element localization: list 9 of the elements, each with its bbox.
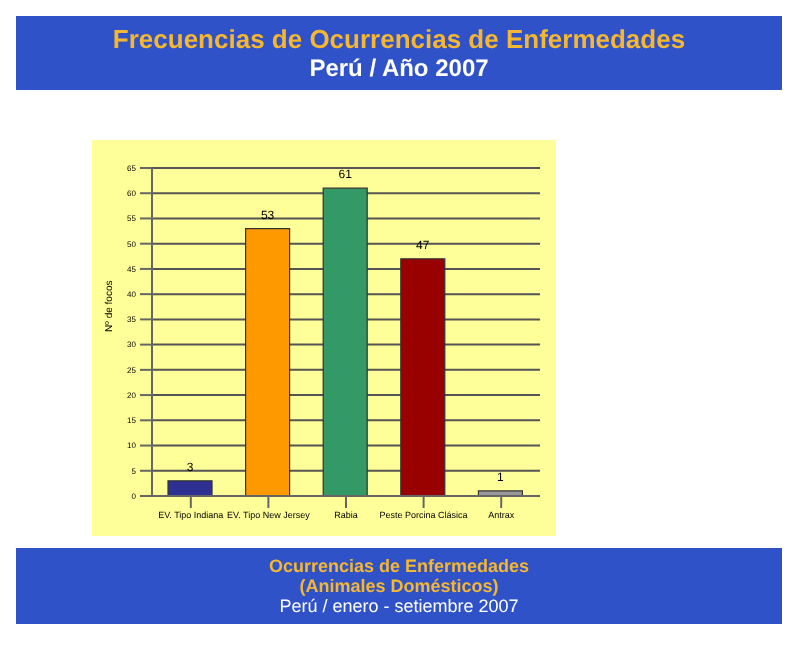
bar: [245, 227, 291, 496]
bar: [322, 187, 368, 496]
text: (Animales Domésticos): [297, 576, 501, 596]
chart-title: Frecuencias de Ocurrencias de Enfermedades: [110, 24, 688, 54]
text: Perú / enero - setiembre 2007: [277, 596, 521, 616]
bar: [400, 258, 446, 496]
bar: [167, 480, 213, 496]
text: Ocurrencias de Enfermedades: [266, 556, 532, 576]
chart-subtitle: Perú / Año 2007: [307, 54, 491, 82]
